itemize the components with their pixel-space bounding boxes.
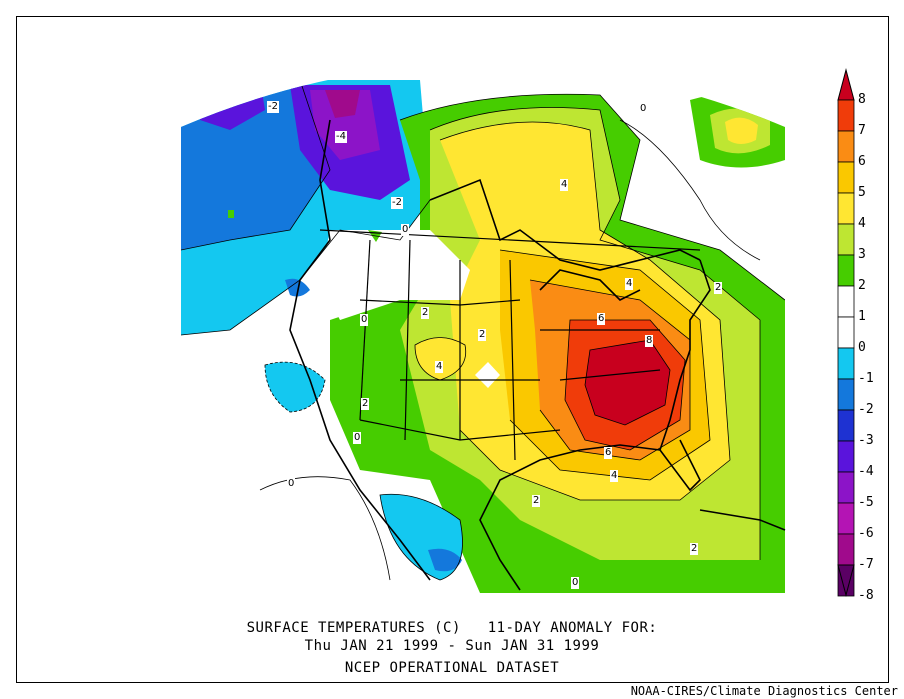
- contour-label: 0: [571, 577, 580, 589]
- colorbar-label: 2: [858, 278, 866, 293]
- colorbar-segment: [837, 347, 855, 380]
- colorbar-label: 6: [858, 154, 866, 169]
- colorbar-label: -6: [858, 526, 874, 541]
- colorbar-label: -4: [858, 464, 874, 479]
- colorbar-segment: [837, 533, 855, 566]
- contour-label: 6: [597, 313, 606, 325]
- colorbar-segment: [837, 130, 855, 163]
- colorbar-segment: [837, 502, 855, 535]
- contour-label: 2: [421, 307, 430, 319]
- colorbar-segment: [837, 161, 855, 194]
- contour-label: 6: [604, 447, 613, 459]
- colorbar-label: -2: [858, 402, 874, 417]
- contour-label: 0: [639, 103, 648, 115]
- colorbar: [837, 68, 855, 597]
- political-boundaries: [319, 229, 701, 461]
- contour-label: 0: [353, 432, 362, 444]
- credit-text: NOAA-CIRES/Climate Diagnostics Center: [628, 684, 900, 698]
- contour-label: 0: [287, 478, 296, 490]
- colorbar-label: 8: [858, 92, 866, 107]
- contour-label: -2: [391, 197, 403, 209]
- contour-label: 2: [714, 282, 723, 294]
- contour-label: 4: [610, 470, 619, 482]
- colorbar-segment: [837, 440, 855, 473]
- colorbar-label: 5: [858, 185, 866, 200]
- colorbar-segment: [837, 223, 855, 256]
- colorbar-segment: [837, 254, 855, 287]
- anomaly-fills: [181, 63, 785, 593]
- contour-label: 0: [360, 314, 369, 326]
- colorbar-label: 3: [858, 247, 866, 262]
- colorbar-label: -8: [858, 588, 874, 603]
- contour-label: 2: [361, 398, 370, 410]
- colorbar-label: 7: [858, 123, 866, 138]
- coastlines: [289, 119, 786, 591]
- colorbar-label: -1: [858, 371, 874, 386]
- colorbar-label: -3: [858, 433, 874, 448]
- colorbar-label: -7: [858, 557, 874, 572]
- map-title-line2: Thu JAN 21 1999 - Sun JAN 31 1999: [304, 638, 600, 654]
- map-title-line1: SURFACE TEMPERATURES (C) 11-DAY ANOMALY …: [246, 620, 658, 636]
- colorbar-segment: [837, 192, 855, 225]
- contour-label: -4: [335, 131, 347, 143]
- contour-label: 4: [435, 361, 444, 373]
- colorbar-segment: [837, 378, 855, 411]
- contour-label: 2: [690, 543, 699, 555]
- colorbar-label: 4: [858, 216, 866, 231]
- colorbar-bottom-arrow: [837, 564, 855, 597]
- colorbar-label: 1: [858, 309, 866, 324]
- colorbar-label: -5: [858, 495, 874, 510]
- colorbar-segment: [837, 316, 855, 349]
- contour-label: -2: [267, 101, 279, 113]
- contour-label: 2: [478, 329, 487, 341]
- contour-label: 4: [625, 278, 634, 290]
- colorbar-segment: [837, 409, 855, 442]
- colorbar-segment: [837, 99, 855, 132]
- colorbar-segment: [837, 471, 855, 504]
- contour-label: 0: [401, 224, 410, 236]
- map-title-line3: NCEP OPERATIONAL DATASET: [344, 660, 560, 676]
- colorbar-segment: [837, 285, 855, 318]
- contour-label: 4: [560, 179, 569, 191]
- colorbar-top-arrow: [837, 68, 855, 101]
- contour-label: 8: [645, 335, 654, 347]
- contour-label: 2: [532, 495, 541, 507]
- colorbar-label: 0: [858, 340, 866, 355]
